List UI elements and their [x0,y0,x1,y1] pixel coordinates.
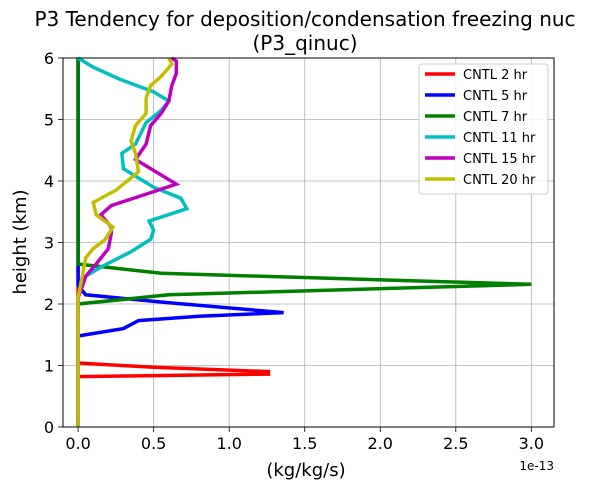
y-tick-label: 2 [44,295,54,314]
legend-label-cntl-20-hr: CNTL 20 hr [463,173,536,188]
series-line-cntl-20-hr [76,57,174,427]
legend-label-cntl-5-hr: CNTL 5 hr [463,89,528,104]
x-axis-label: (kg/kg/s) [266,460,345,481]
x-tick-label: 0.0 [65,434,90,453]
chart-subtitle: (P3_qinuc) [253,31,358,55]
x-tick-label: 2.5 [443,434,468,453]
y-tick-label: 6 [44,49,54,68]
x-tick-label: 0.5 [141,434,166,453]
y-tick-label: 1 [44,357,54,376]
y-axis-label: height (km) [10,189,31,294]
chart-title: P3 Tendency for deposition/condensation … [34,7,575,31]
x-tick-label: 2.0 [368,434,393,453]
x-tick-label: 3.0 [519,434,544,453]
legend-label-cntl-7-hr: CNTL 7 hr [463,110,528,125]
legend-label-cntl-15-hr: CNTL 15 hr [463,152,536,167]
x-tick-label: 1.0 [216,434,241,453]
axis-ticks: 0.0 0.5 1.0 1.5 2.0 2.5 3.0 0 1 2 3 4 5 6 [44,49,544,453]
y-tick-label: 5 [44,111,54,130]
y-tick-label: 3 [44,234,54,253]
x-offset-label: 1e-13 [519,459,554,473]
legend-label-cntl-2-hr: CNTL 2 hr [463,68,528,83]
plot-lines [76,56,532,427]
legend-label-cntl-11-hr: CNTL 11 hr [463,131,536,146]
series-line-cntl-15-hr [76,56,181,427]
series-line-cntl-2-hr [76,58,271,427]
series-line-cntl-11-hr [76,56,190,427]
legend: CNTL 2 hr CNTL 5 hr CNTL 7 hr CNTL 11 hr CNT… [418,63,549,195]
y-tick-label: 0 [44,418,54,437]
x-tick-label: 1.5 [292,434,317,453]
y-tick-label: 4 [44,172,54,191]
